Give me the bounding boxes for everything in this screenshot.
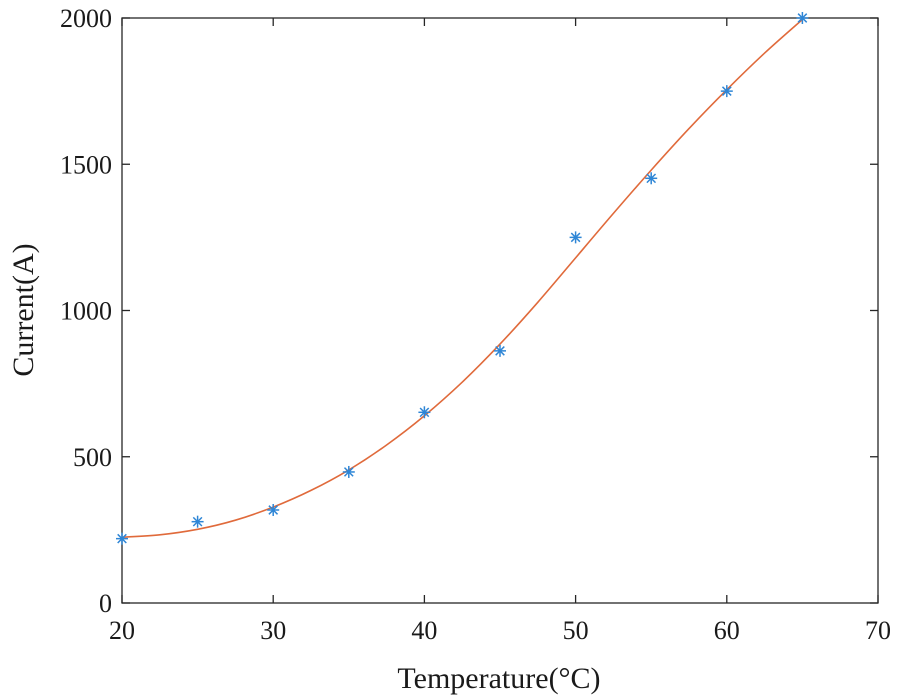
fit-curve-line [121,18,803,538]
x-tick-label: 30 [260,616,286,645]
y-tick-label: 1000 [60,297,112,326]
y-axis: 0 500 1000 1500 2000 [60,4,878,618]
series-layer [116,12,809,545]
y-tick-label: 0 [99,589,112,618]
y-tick-label: 2000 [60,4,112,33]
x-tick-label: 70 [865,616,891,645]
data-point-marker [569,231,582,244]
x-tick-label: 20 [109,616,135,645]
plot-area [121,17,879,604]
x-axis-title: Temperature(°C) [397,662,600,695]
y-tick-label: 1500 [60,150,112,179]
data-point-marker [796,12,809,24]
x-tick-label: 40 [411,616,437,645]
data-point-marker [645,172,658,185]
data-point-marker [116,532,128,545]
data-point-marker [418,406,431,419]
x-tick-label: 60 [714,616,740,645]
x-axis: 20 30 40 50 60 70 [109,18,891,645]
data-point-marker [342,465,355,478]
y-axis-title: Current(A) [7,243,40,376]
plot-border [121,17,879,604]
data-point-marker [494,344,506,357]
data-point-marker [267,503,280,516]
data-point-marker [720,85,733,98]
y-tick-label: 500 [73,443,112,472]
x-tick-label: 50 [563,616,589,645]
data-point-marker [191,515,204,528]
